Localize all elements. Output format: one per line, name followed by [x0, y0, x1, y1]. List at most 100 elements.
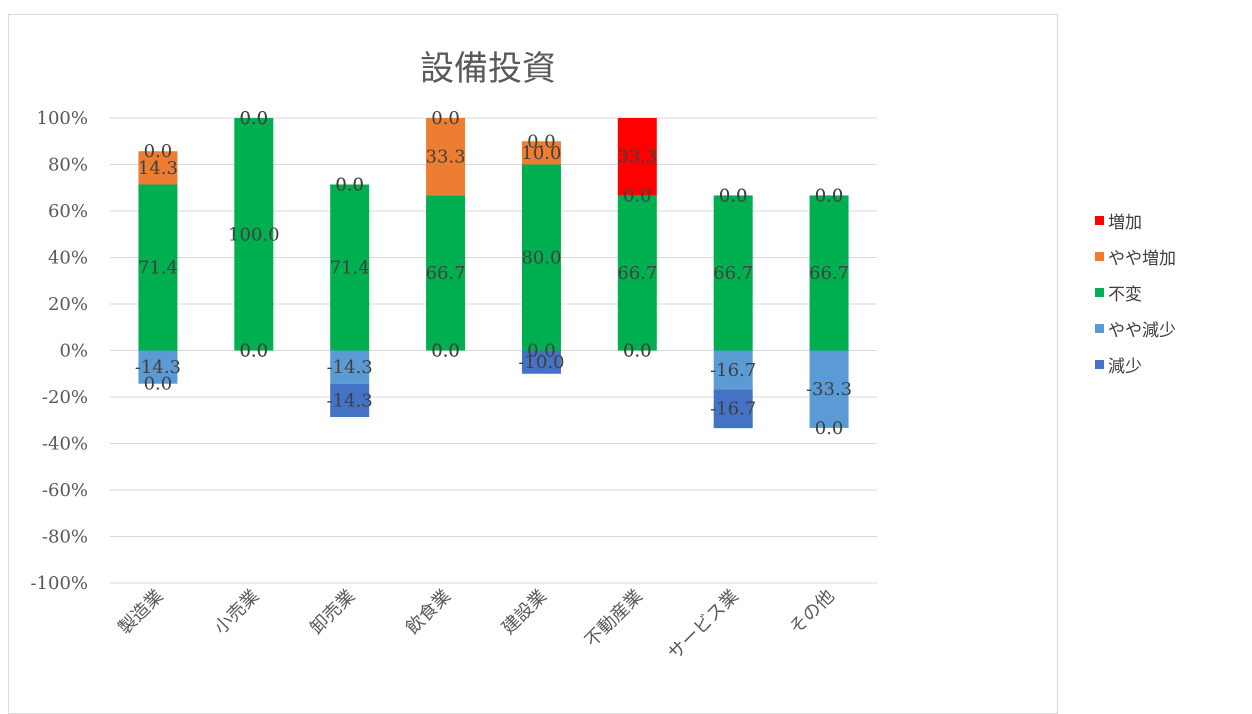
y-tick-label: 60% — [48, 201, 88, 222]
data-label: 33.3 — [617, 147, 657, 168]
data-label: -10.0 — [518, 352, 564, 373]
bar-segment-やや減少 — [713, 350, 753, 390]
y-tick-label: 20% — [48, 294, 88, 315]
x-category-label: 建設業 — [498, 586, 551, 639]
data-label: -14.3 — [135, 357, 181, 378]
bar-segment-不変 — [809, 195, 849, 351]
data-label: 0.0 — [431, 341, 460, 362]
data-label: 66.7 — [809, 263, 849, 284]
data-label: 0.0 — [335, 174, 364, 195]
x-category-label: その他 — [786, 586, 839, 639]
data-label: 66.7 — [713, 263, 753, 284]
data-label: 0.0 — [623, 185, 652, 206]
data-label: 66.7 — [617, 263, 657, 284]
bar-segment-不変 — [138, 184, 178, 351]
data-label: -33.3 — [806, 379, 852, 400]
legend-swatch-fuhen — [1095, 287, 1104, 297]
x-category-label: 飲食業 — [402, 586, 455, 639]
data-label: 71.4 — [330, 257, 370, 278]
data-label: 0.0 — [239, 108, 268, 129]
bar-segment-不変 — [617, 195, 657, 351]
data-label: 0.0 — [815, 185, 844, 206]
x-category-label: 小売業 — [210, 586, 263, 639]
y-tick-label: -80% — [42, 527, 88, 548]
data-label: 0.0 — [623, 341, 652, 362]
data-label: 0.0 — [144, 141, 173, 162]
chart-title: 設備投資 — [420, 49, 556, 89]
data-label: 33.3 — [426, 147, 466, 168]
legend-label-yaya-zouka: やや増加 — [1108, 248, 1176, 269]
y-tick-label: 80% — [48, 155, 88, 176]
y-tick-label: -40% — [42, 434, 88, 455]
legend-swatch-genshou — [1095, 359, 1104, 369]
data-label: 14.3 — [138, 158, 178, 179]
bar-segment-減少 — [713, 389, 753, 429]
data-label: 0.0 — [815, 418, 844, 439]
data-label: 0.0 — [527, 341, 556, 362]
bar-segment-やや増加 — [138, 151, 178, 185]
bar-segment-増加 — [617, 118, 657, 196]
x-category-label: 卸売業 — [306, 586, 359, 639]
grid-layer: 100% 80% 60% 40% 20% 0% -20% -40% -60% -80% -100% — [30, 108, 877, 594]
data-label: 0.0 — [527, 131, 556, 152]
x-axis: 製造業 小売業 卸売業 飲食業 建設業 不動産業 サービス業 その他 — [114, 586, 838, 664]
bar-segment-やや減少 — [330, 350, 370, 384]
bar-segment-不変 — [521, 164, 561, 351]
y-tick-label: -100% — [30, 573, 88, 594]
x-category-label: 製造業 — [114, 586, 167, 639]
data-label: 0.0 — [239, 108, 268, 129]
data-label: 0.0 — [623, 341, 652, 362]
legend-item-yaya-genshou: やや減少 — [1095, 314, 1176, 342]
data-label: 0.0 — [239, 341, 268, 362]
data-label: 66.7 — [426, 263, 466, 284]
bar-segment-不変 — [330, 184, 370, 351]
data-label: 80.0 — [521, 248, 561, 269]
data-label: 71.4 — [138, 257, 178, 278]
y-tick-label: -20% — [42, 387, 88, 408]
data-label: 0.0 — [815, 185, 844, 206]
bar-segment-やや増加 — [426, 118, 466, 196]
bar-segment-減少 — [330, 383, 370, 417]
legend-label-yaya-genshou: やや減少 — [1108, 320, 1176, 341]
bar-segment-不変 — [426, 195, 466, 351]
y-tick-label: 40% — [48, 248, 88, 269]
legend-label-genshou: 減少 — [1108, 356, 1142, 377]
data-label: 10.0 — [521, 143, 561, 164]
data-label: 0.0 — [239, 341, 268, 362]
bar-segment-やや増加 — [521, 141, 561, 165]
legend-item-genshou: 減少 — [1095, 350, 1176, 378]
legend-label-fuhen: 不変 — [1108, 284, 1142, 305]
bar-segment-不変 — [234, 118, 274, 351]
legend-item-yaya-zouka: やや増加 — [1095, 242, 1176, 270]
y-tick-label: -60% — [42, 480, 88, 501]
data-label: 0.0 — [144, 374, 173, 395]
bar-segment-減少 — [521, 350, 561, 374]
data-label: 0.0 — [431, 341, 460, 362]
legend-label-zouka: 増加 — [1108, 212, 1142, 233]
legend-item-fuhen: 不変 — [1095, 278, 1176, 306]
data-label: 100.0 — [228, 224, 280, 245]
legend-swatch-yaya-zouka — [1095, 251, 1104, 261]
data-label: 0.0 — [719, 185, 748, 206]
data-label: -16.7 — [710, 360, 756, 381]
data-label: -14.3 — [327, 390, 373, 411]
x-category-label: サービス業 — [664, 586, 742, 664]
data-label: -14.3 — [327, 357, 373, 378]
data-label: -16.7 — [710, 399, 756, 420]
data-labels-layer: 71.414.30.0-14.30.0100.00.00.00.00.071.4… — [135, 108, 852, 439]
x-category-label: 不動産業 — [581, 586, 647, 652]
bars-layer — [138, 118, 849, 429]
bar-segment-やや減少 — [809, 350, 849, 428]
data-label: 0.0 — [335, 174, 364, 195]
y-tick-label: 0% — [59, 341, 88, 362]
y-tick-label: 100% — [37, 108, 88, 129]
legend-swatch-yaya-genshou — [1095, 323, 1104, 333]
data-label: 0.0 — [431, 108, 460, 129]
bar-segment-不変 — [713, 195, 753, 351]
bar-segment-やや減少 — [138, 350, 178, 384]
data-label: 0.0 — [719, 185, 748, 206]
legend: 増加 やや増加 不変 やや減少 減少 — [1095, 206, 1176, 386]
legend-swatch-zouka — [1095, 215, 1104, 225]
legend-item-zouka: 増加 — [1095, 206, 1176, 234]
